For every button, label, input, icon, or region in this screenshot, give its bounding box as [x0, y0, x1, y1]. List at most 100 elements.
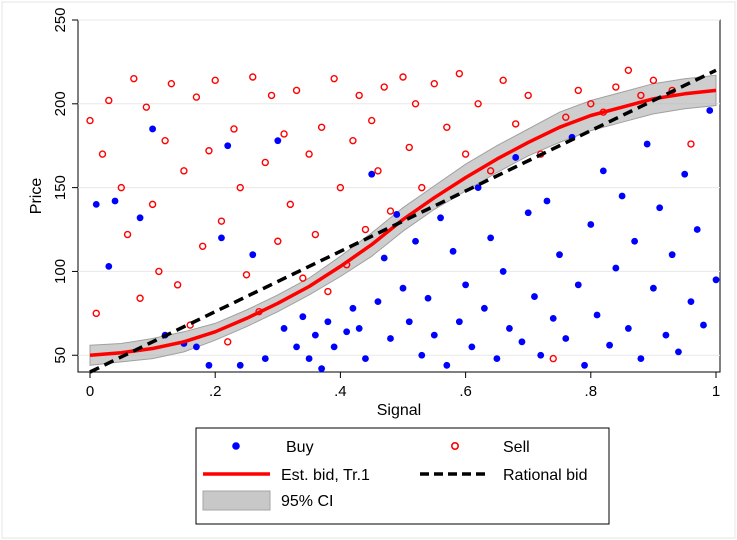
buy-point-49 — [506, 325, 513, 332]
plot-area — [77, 19, 721, 373]
buy-point-68 — [624, 325, 632, 332]
sell-point-42 — [355, 91, 363, 100]
y-tick-label-150: 150 — [52, 175, 69, 200]
buy-point-67 — [618, 192, 626, 200]
buy-point-11 — [236, 361, 244, 369]
sell-point-64 — [574, 86, 582, 95]
x-tick-label-1: .2 — [209, 383, 222, 400]
buy-point-16 — [293, 343, 300, 351]
sell-point-55 — [461, 150, 470, 158]
buy-point-25 — [355, 325, 363, 332]
buy-point-77 — [681, 170, 689, 178]
legend-buy-label: Buy — [286, 439, 314, 456]
sell-point-6 — [130, 74, 138, 83]
sell-point-46 — [380, 83, 388, 91]
sell-point-12 — [167, 79, 176, 88]
sell-point-17 — [198, 242, 207, 250]
x-tick-label-0: 0 — [86, 383, 94, 400]
x-axis-label: Signal — [377, 402, 421, 419]
sell-point-57 — [486, 167, 495, 175]
buy-point-17 — [299, 313, 307, 321]
buy-point-28 — [374, 298, 382, 305]
sell-point-68 — [624, 66, 633, 74]
buy-point-46 — [487, 234, 495, 242]
sell-points — [86, 66, 695, 363]
sell-point-51 — [418, 183, 426, 192]
sell-point-72 — [687, 140, 695, 148]
sell-point-31 — [286, 200, 295, 209]
buy-point-79 — [693, 226, 701, 233]
sell-point-28 — [267, 91, 276, 100]
buy-point-30 — [387, 335, 394, 342]
sell-point-22 — [230, 125, 238, 133]
buy-point-71 — [643, 140, 651, 148]
sell-point-25 — [249, 73, 257, 81]
sell-point-16 — [192, 93, 201, 101]
sell-point-4 — [117, 183, 126, 192]
est-bid-line — [89, 88, 717, 357]
buy-point-12 — [249, 251, 257, 259]
buy-points — [92, 107, 720, 373]
buy-point-81 — [706, 107, 714, 114]
sell-point-24 — [242, 271, 251, 279]
legend-ci-swatch — [202, 490, 271, 511]
legend-rational-bid-label: Rational bid — [503, 467, 588, 484]
legend-sell-marker — [450, 441, 459, 450]
y-tick-label-250: 250 — [52, 7, 69, 32]
buy-point-57 — [556, 251, 563, 259]
x-tick-label-2: .4 — [334, 383, 347, 400]
sell-point-33 — [299, 274, 307, 282]
sell-point-65 — [587, 100, 595, 108]
buy-point-8 — [205, 361, 213, 369]
legend-buy-marker — [232, 442, 240, 450]
buy-point-48 — [499, 268, 507, 275]
buy-point-47 — [493, 355, 501, 362]
buy-point-65 — [606, 341, 613, 349]
buy-point-32 — [399, 284, 407, 292]
buy-point-44 — [474, 184, 482, 192]
buy-point-34 — [412, 237, 419, 245]
buy-point-23 — [343, 328, 351, 336]
sell-point-44 — [368, 116, 376, 125]
sell-point-9 — [148, 200, 157, 209]
sell-point-62 — [549, 354, 557, 363]
x-tick-label-4: .8 — [585, 383, 598, 400]
buy-point-52 — [524, 209, 532, 217]
buy-point-9 — [218, 234, 225, 242]
buy-point-82 — [712, 276, 720, 284]
buy-point-15 — [280, 325, 288, 332]
sell-point-27 — [261, 158, 269, 167]
buy-point-18 — [305, 355, 313, 362]
buy-point-70 — [637, 355, 645, 362]
sell-point-38 — [330, 74, 338, 83]
sell-point-20 — [217, 217, 226, 225]
buy-point-20 — [318, 365, 326, 373]
buy-point-53 — [531, 293, 538, 300]
buy-point-21 — [324, 318, 332, 326]
x-tick-label-3: .6 — [459, 383, 472, 400]
y-tick-label-50: 50 — [52, 347, 69, 364]
buy-point-27 — [368, 170, 376, 178]
buy-point-22 — [330, 343, 338, 351]
buy-point-80 — [700, 321, 707, 329]
legend: Buy Sell Est. bid, Tr.1 Rational bid 95%… — [195, 427, 610, 525]
buy-point-75 — [668, 251, 676, 259]
sell-point-11 — [161, 136, 169, 145]
sell-point-34 — [305, 150, 313, 158]
y-tick-label-200: 200 — [52, 91, 69, 116]
sell-point-41 — [349, 136, 357, 145]
buy-point-51 — [518, 338, 526, 346]
sell-point-70 — [649, 76, 658, 85]
sell-point-45 — [374, 167, 382, 175]
buy-point-56 — [549, 314, 557, 322]
buy-point-3 — [136, 214, 144, 222]
buy-point-31 — [393, 211, 401, 218]
buy-point-58 — [562, 335, 570, 342]
sell-point-32 — [292, 86, 301, 95]
sell-point-8 — [142, 103, 151, 111]
sell-point-50 — [411, 100, 420, 108]
sell-point-3 — [105, 96, 113, 105]
buy-point-36 — [424, 294, 432, 302]
buy-point-26 — [362, 355, 369, 362]
buy-point-76 — [675, 348, 682, 356]
